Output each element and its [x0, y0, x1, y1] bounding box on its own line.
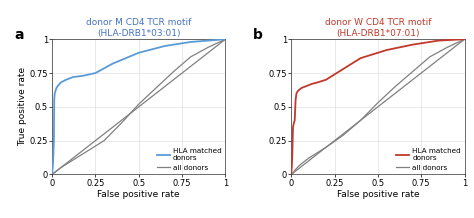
HLA matched
donors	[290, 126, 296, 128]
HLA matched
donors	[358, 57, 364, 60]
HLA matched
donors	[291, 122, 297, 124]
all donors	[358, 119, 364, 122]
HLA matched
donors	[52, 92, 57, 95]
HLA matched
donors	[55, 85, 60, 88]
Y-axis label: True positive rate: True positive rate	[18, 67, 27, 146]
all donors	[49, 173, 55, 176]
Line: all donors: all donors	[291, 39, 465, 174]
all donors	[375, 101, 381, 104]
all donors	[67, 161, 73, 164]
HLA matched
donors	[51, 139, 57, 142]
all donors	[323, 146, 329, 149]
Legend: HLA matched
donors, all donors: HLA matched donors, all donors	[396, 148, 461, 171]
all donors	[410, 70, 415, 73]
HLA matched
donors	[297, 88, 303, 90]
Text: a: a	[14, 28, 24, 43]
HLA matched
donors	[50, 162, 56, 165]
HLA matched
donors	[436, 39, 441, 42]
HLA matched
donors	[54, 87, 59, 89]
HLA matched
donors	[302, 85, 308, 88]
all donors	[205, 46, 211, 49]
HLA matched
donors	[53, 89, 58, 92]
all donors	[292, 169, 298, 172]
HLA matched
donors	[289, 166, 295, 169]
X-axis label: False positive rate: False positive rate	[98, 190, 180, 199]
HLA matched
donors	[314, 81, 320, 84]
HLA matched
donors	[51, 99, 57, 101]
all donors	[444, 46, 450, 49]
HLA matched
donors	[290, 153, 295, 155]
HLA matched
donors	[293, 92, 299, 95]
HLA matched
donors	[58, 81, 64, 84]
HLA matched
donors	[299, 87, 304, 89]
HLA matched
donors	[410, 43, 415, 46]
all donors	[171, 70, 176, 73]
Line: all donors: all donors	[52, 39, 226, 174]
all donors	[136, 103, 142, 106]
Line: HLA matched
donors: HLA matched donors	[52, 39, 226, 174]
all donors	[306, 157, 311, 160]
Title: donor W CD4 TCR motif
(HLA-DRB1*07:01): donor W CD4 TCR motif (HLA-DRB1*07:01)	[325, 18, 431, 38]
Text: b: b	[253, 28, 263, 43]
all donors	[118, 122, 124, 124]
all donors	[290, 172, 296, 174]
HLA matched
donors	[323, 78, 329, 81]
HLA matched
donors	[188, 41, 193, 43]
HLA matched
donors	[223, 38, 228, 41]
HLA matched
donors	[306, 84, 311, 87]
all donors	[288, 173, 294, 176]
HLA matched
donors	[288, 173, 294, 176]
HLA matched
donors	[384, 49, 390, 51]
all donors	[58, 166, 64, 169]
HLA matched
donors	[81, 74, 86, 77]
HLA matched
donors	[70, 76, 76, 78]
HLA matched
donors	[292, 119, 298, 122]
all donors	[101, 139, 107, 142]
all donors	[223, 38, 228, 41]
HLA matched
donors	[162, 45, 168, 47]
all donors	[427, 56, 433, 58]
HLA matched
donors	[136, 51, 142, 54]
X-axis label: False positive rate: False positive rate	[337, 190, 419, 199]
HLA matched
donors	[205, 39, 211, 42]
Legend: HLA matched
donors, all donors: HLA matched donors, all donors	[157, 148, 222, 171]
HLA matched
donors	[49, 173, 55, 176]
all donors	[392, 85, 398, 88]
Title: donor M CD4 TCR motif
(HLA-DRB1*03:01): donor M CD4 TCR motif (HLA-DRB1*03:01)	[86, 18, 191, 38]
HLA matched
donors	[290, 139, 295, 142]
HLA matched
donors	[63, 78, 69, 81]
all donors	[462, 38, 467, 41]
all donors	[153, 87, 159, 89]
all donors	[188, 56, 193, 58]
all donors	[51, 172, 57, 174]
Line: HLA matched
donors: HLA matched donors	[291, 39, 465, 174]
HLA matched
donors	[295, 89, 301, 92]
HLA matched
donors	[309, 83, 315, 85]
HLA matched
donors	[340, 68, 346, 70]
all donors	[297, 164, 303, 166]
all donors	[84, 150, 90, 153]
HLA matched
donors	[293, 99, 299, 101]
all donors	[340, 134, 346, 136]
HLA matched
donors	[462, 38, 467, 41]
all donors	[53, 170, 58, 173]
HLA matched
donors	[92, 72, 98, 74]
HLA matched
donors	[110, 62, 116, 65]
